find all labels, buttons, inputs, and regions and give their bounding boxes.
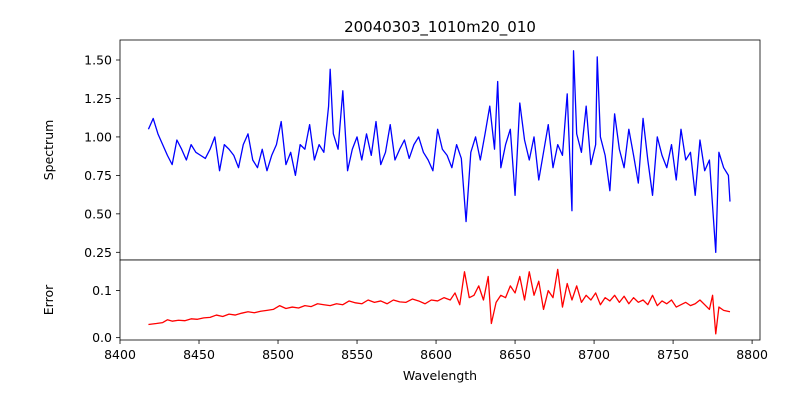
error-x-ticks: 8400 8450 8500 8550 8600 8650 8700 8750 8800 <box>104 340 768 362</box>
chart-title: 20040303_1010m20_010 <box>344 18 536 37</box>
spectrum-panel: 0.25 0.50 0.75 1.00 1.25 1.50 20040303_1010m2… <box>41 18 761 261</box>
x-tick-label: 8800 <box>736 347 768 362</box>
spectrum-plot-area <box>120 40 760 260</box>
spectrum-series-layer <box>147 50 731 253</box>
error-axes-frame <box>119 259 761 341</box>
x-tick-label: 8400 <box>104 347 136 362</box>
x-tick-label: 8500 <box>262 347 294 362</box>
x-tick-label: 8550 <box>341 347 373 362</box>
x-axis-label: Wavelength <box>403 368 477 383</box>
error-y-tick-label: 0.0 <box>92 330 112 345</box>
error-y-axis-label: Error <box>41 284 56 315</box>
error-series-layer <box>148 268 731 335</box>
x-tick-label: 8700 <box>578 347 610 362</box>
error-series-line-0 <box>148 268 731 335</box>
error-panel: 0.00.1 8400 8450 8500 8550 8600 8650 8700 8750 8… <box>41 259 768 383</box>
spectrum-y-tick-label: 1.50 <box>84 53 112 68</box>
spectrum-y-tick-label: 0.75 <box>84 168 112 183</box>
spectrum-y-tick-label: 0.25 <box>84 245 112 260</box>
spectrum-y-tick-label: 1.00 <box>84 129 112 144</box>
spectrum-y-ticks: 0.25 0.50 0.75 1.00 1.25 1.50 <box>84 53 120 260</box>
x-tick-label: 8750 <box>657 347 689 362</box>
x-tick-label: 8450 <box>183 347 215 362</box>
spectrum-y-axis-label: Spectrum <box>41 120 56 181</box>
error-y-tick-label: 0.1 <box>92 283 112 298</box>
x-tick-label: 8600 <box>420 347 452 362</box>
spectrum-y-tick-label: 1.25 <box>84 91 112 106</box>
spectrum-series-line-0 <box>147 50 731 253</box>
spectrum-y-tick-label: 0.50 <box>84 206 112 221</box>
x-tick-label: 8650 <box>499 347 531 362</box>
error-y-ticks: 0.0 0.1 <box>92 283 120 345</box>
